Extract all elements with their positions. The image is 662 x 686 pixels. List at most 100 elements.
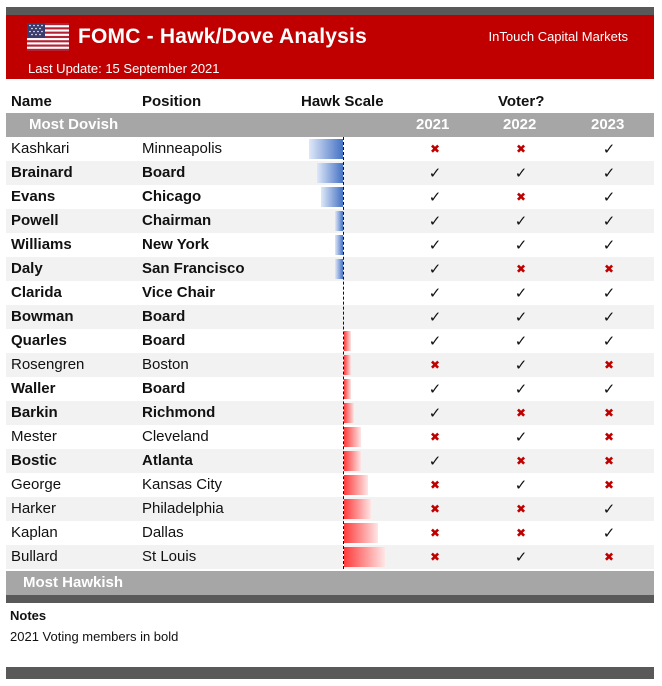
member-table: Kashkari Minneapolis ✖ ✖ ✓ Brainard Board ✓ ✓ ✓ Ev…: [6, 137, 654, 569]
member-position: St Louis: [142, 548, 197, 565]
member-position: Board: [142, 332, 186, 349]
check-icon: ✓: [428, 380, 442, 398]
member-position: Boston: [142, 356, 189, 373]
check-icon: ✓: [602, 308, 616, 326]
hawk-scale-bar-hawkish: [344, 475, 368, 495]
most-hawkish-label: Most Hawkish: [23, 574, 124, 591]
footer-rule: [6, 667, 654, 679]
check-icon: ✓: [514, 332, 528, 350]
notes-text: 2021 Voting members in bold: [10, 629, 179, 644]
table-row: Bullard St Louis ✖ ✓ ✖: [6, 545, 654, 569]
cross-icon: ✖: [603, 358, 615, 372]
member-position: New York: [142, 236, 209, 253]
most-dovish-label: Most Dovish: [29, 116, 119, 133]
column-header-hawk-scale: Hawk Scale: [301, 93, 384, 110]
member-position: Philadelphia: [142, 500, 224, 517]
year-header-2022: 2022: [503, 116, 537, 133]
check-icon: ✓: [428, 164, 442, 182]
member-name: Barkin: [11, 404, 58, 421]
member-position: Chairman: [142, 212, 212, 229]
column-header-position: Position: [142, 93, 202, 110]
member-position: Richmond: [142, 404, 216, 421]
hawk-scale-bar-hawkish: [344, 427, 361, 447]
check-icon: ✓: [514, 164, 528, 182]
check-icon: ✓: [602, 284, 616, 302]
hawk-scale-bar-dovish: [334, 211, 343, 231]
check-icon: ✓: [514, 308, 528, 326]
table-row: Clarida Vice Chair ✓ ✓ ✓: [6, 281, 654, 305]
member-position: Board: [142, 308, 186, 325]
page-title: FOMC - Hawk/Dove Analysis: [78, 25, 367, 48]
check-icon: ✓: [428, 284, 442, 302]
hawk-scale-bar-dovish: [334, 259, 343, 279]
member-position: Vice Chair: [142, 284, 216, 301]
hawk-scale-bar-hawkish: [344, 547, 385, 567]
column-header-voter: Voter?: [498, 93, 545, 110]
hawk-scale-zero-axis: [343, 137, 344, 569]
cross-icon: ✖: [429, 430, 441, 444]
check-icon: ✓: [514, 428, 528, 446]
member-name: Bowman: [11, 308, 74, 325]
table-row: Brainard Board ✓ ✓ ✓: [6, 161, 654, 185]
cross-icon: ✖: [429, 358, 441, 372]
member-name: Williams: [11, 236, 72, 253]
cross-icon: ✖: [429, 502, 441, 516]
cross-icon: ✖: [603, 478, 615, 492]
notes-title: Notes: [10, 608, 47, 623]
hawk-scale-bar-dovish: [309, 139, 343, 159]
hawk-scale-bar-dovish: [316, 163, 343, 183]
hawk-scale-bar-dovish: [320, 187, 343, 207]
cross-icon: ✖: [429, 550, 441, 564]
most-hawkish-band: Most Hawkish: [6, 571, 654, 595]
member-name: Harker: [11, 500, 57, 517]
member-name: Kaplan: [11, 524, 58, 541]
check-icon: ✓: [514, 548, 528, 566]
member-name: Clarida: [11, 284, 62, 301]
hawk-scale-bar-hawkish: [344, 403, 355, 423]
header-banner: FOMC - Hawk/Dove Analysis InTouch Capita…: [6, 15, 654, 79]
check-icon: ✓: [514, 476, 528, 494]
member-position: Minneapolis: [142, 140, 223, 157]
member-position: Kansas City: [142, 476, 223, 493]
hawk-scale-bar-hawkish: [344, 523, 378, 543]
table-row: Williams New York ✓ ✓ ✓: [6, 233, 654, 257]
cross-icon: ✖: [515, 190, 527, 204]
us-flag-icon: [27, 23, 69, 51]
hawk-scale-bar-hawkish: [344, 331, 351, 351]
cross-icon: ✖: [603, 406, 615, 420]
check-icon: ✓: [428, 332, 442, 350]
check-icon: ✓: [514, 212, 528, 230]
cross-icon: ✖: [603, 550, 615, 564]
hawk-scale-bar-dovish: [334, 235, 343, 255]
cross-icon: ✖: [603, 262, 615, 276]
table-row: Harker Philadelphia ✖ ✖ ✓: [6, 497, 654, 521]
cross-icon: ✖: [429, 478, 441, 492]
most-dovish-band: Most Dovish 2021 2022 2023: [6, 113, 654, 137]
member-name: George: [11, 476, 62, 493]
member-name: Mester: [11, 428, 57, 445]
cross-icon: ✖: [429, 142, 441, 156]
table-row: Powell Chairman ✓ ✓ ✓: [6, 209, 654, 233]
table-row: Kaplan Dallas ✖ ✖ ✓: [6, 521, 654, 545]
member-position: Chicago: [142, 188, 202, 205]
company-name: InTouch Capital Markets: [488, 29, 628, 44]
table-row: Waller Board ✓ ✓ ✓: [6, 377, 654, 401]
check-icon: ✓: [602, 140, 616, 158]
hawk-scale-bar-hawkish: [344, 499, 372, 519]
check-icon: ✓: [602, 332, 616, 350]
table-row: Evans Chicago ✓ ✖ ✓: [6, 185, 654, 209]
table-row: Rosengren Boston ✖ ✓ ✖: [6, 353, 654, 377]
check-icon: ✓: [428, 212, 442, 230]
check-icon: ✓: [602, 524, 616, 542]
table-row: George Kansas City ✖ ✓ ✖: [6, 473, 654, 497]
cross-icon: ✖: [603, 454, 615, 468]
member-position: Cleveland: [142, 428, 209, 445]
bottom-rule: [6, 595, 654, 603]
member-position: Board: [142, 164, 186, 181]
check-icon: ✓: [514, 236, 528, 254]
member-name: Brainard: [11, 164, 73, 181]
member-position: Atlanta: [142, 452, 193, 469]
member-name: Powell: [11, 212, 59, 229]
cross-icon: ✖: [515, 142, 527, 156]
member-name: Bostic: [11, 452, 57, 469]
